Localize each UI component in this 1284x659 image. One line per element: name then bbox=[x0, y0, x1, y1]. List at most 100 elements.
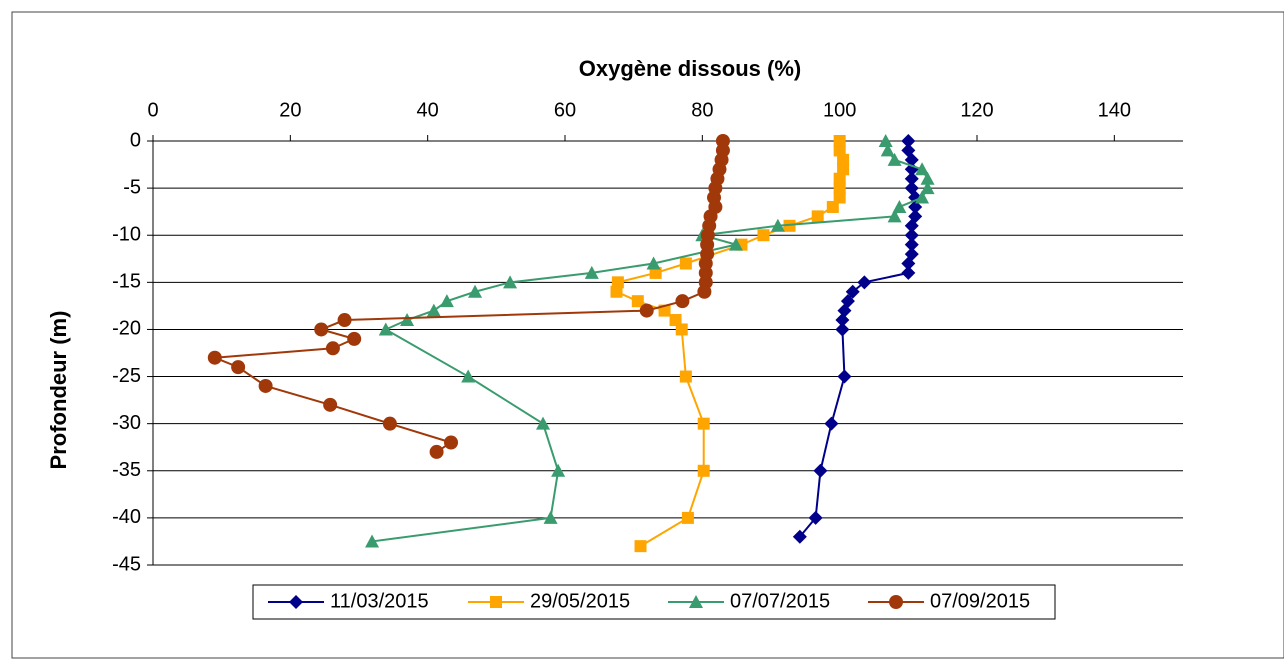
point bbox=[837, 153, 850, 166]
point bbox=[904, 247, 919, 262]
point bbox=[444, 435, 459, 450]
point bbox=[634, 540, 647, 553]
point bbox=[400, 313, 415, 327]
point bbox=[669, 314, 682, 327]
point bbox=[697, 284, 712, 299]
point bbox=[920, 181, 935, 195]
point bbox=[901, 265, 916, 280]
point bbox=[845, 284, 860, 299]
point bbox=[887, 209, 902, 223]
legend-marker bbox=[889, 595, 903, 609]
point bbox=[323, 397, 338, 412]
legend-marker bbox=[289, 595, 303, 609]
point bbox=[857, 275, 872, 290]
point bbox=[904, 152, 919, 167]
point bbox=[675, 323, 688, 336]
y-tick-label: 0 bbox=[130, 129, 141, 151]
legend-label: 11/03/2015 bbox=[330, 590, 429, 612]
point bbox=[314, 322, 329, 337]
point bbox=[824, 416, 839, 431]
point bbox=[833, 191, 846, 204]
point bbox=[468, 284, 483, 298]
point bbox=[649, 266, 662, 279]
point bbox=[837, 303, 852, 318]
point bbox=[679, 257, 692, 270]
x-tick-label: 0 bbox=[147, 99, 158, 121]
point bbox=[584, 265, 599, 279]
point bbox=[915, 190, 930, 204]
x-tick-label: 60 bbox=[554, 99, 576, 121]
point bbox=[681, 511, 694, 524]
point bbox=[835, 313, 850, 328]
point bbox=[543, 510, 558, 524]
point bbox=[429, 444, 444, 459]
x-tick-label: 20 bbox=[279, 99, 301, 121]
y-axis-label: Profondeur (m) bbox=[46, 311, 71, 470]
point bbox=[880, 143, 895, 157]
point bbox=[835, 322, 850, 337]
y-tick-label: -40 bbox=[112, 506, 141, 528]
point bbox=[611, 276, 624, 289]
chart-title: Oxygène dissous (%) bbox=[579, 56, 802, 81]
legend-label: 07/07/2015 bbox=[730, 590, 830, 612]
x-tick-label: 40 bbox=[417, 99, 439, 121]
legend-marker bbox=[490, 596, 502, 608]
point bbox=[837, 369, 852, 384]
point bbox=[833, 135, 846, 147]
point bbox=[901, 256, 916, 271]
y-tick-label: -20 bbox=[112, 318, 141, 340]
point bbox=[887, 152, 902, 166]
legend-label: 29/05/2015 bbox=[530, 590, 630, 612]
point bbox=[904, 218, 919, 233]
point bbox=[901, 134, 916, 148]
point bbox=[503, 275, 518, 289]
y-tick-label: -25 bbox=[112, 365, 141, 387]
legend-label: 07/09/2015 bbox=[930, 590, 1030, 612]
point bbox=[904, 228, 919, 243]
x-tick-label: 100 bbox=[823, 99, 856, 121]
point bbox=[833, 172, 846, 185]
point bbox=[365, 534, 380, 548]
point bbox=[808, 510, 823, 525]
point bbox=[551, 463, 566, 477]
y-tick-label: -30 bbox=[112, 412, 141, 434]
y-tick-label: -5 bbox=[123, 176, 141, 198]
y-tick-label: -35 bbox=[112, 459, 141, 481]
point bbox=[610, 285, 623, 298]
x-tick-label: 80 bbox=[691, 99, 713, 121]
point bbox=[920, 171, 935, 185]
point bbox=[904, 162, 919, 177]
point bbox=[347, 331, 362, 346]
point bbox=[770, 218, 785, 232]
legend-marker bbox=[689, 595, 703, 608]
point bbox=[378, 322, 393, 336]
point bbox=[697, 464, 710, 477]
x-tick-label: 120 bbox=[960, 99, 993, 121]
point bbox=[837, 163, 850, 176]
point bbox=[439, 294, 454, 308]
x-tick-label: 140 bbox=[1098, 99, 1131, 121]
point bbox=[904, 237, 919, 252]
point bbox=[207, 350, 222, 365]
point bbox=[461, 369, 476, 383]
point bbox=[757, 229, 770, 242]
point bbox=[878, 134, 893, 147]
point bbox=[728, 237, 743, 251]
point bbox=[697, 417, 710, 430]
chart-frame bbox=[11, 11, 1284, 659]
point bbox=[646, 256, 661, 270]
y-tick-label: -10 bbox=[112, 224, 141, 246]
point bbox=[833, 182, 846, 195]
point bbox=[639, 303, 654, 318]
point bbox=[892, 199, 907, 213]
point bbox=[536, 416, 551, 430]
point bbox=[833, 144, 846, 157]
point bbox=[679, 370, 692, 383]
point bbox=[826, 200, 839, 213]
point bbox=[675, 294, 690, 309]
y-tick-label: -15 bbox=[112, 271, 141, 293]
point bbox=[811, 210, 824, 223]
point bbox=[382, 416, 397, 431]
point bbox=[231, 360, 246, 375]
